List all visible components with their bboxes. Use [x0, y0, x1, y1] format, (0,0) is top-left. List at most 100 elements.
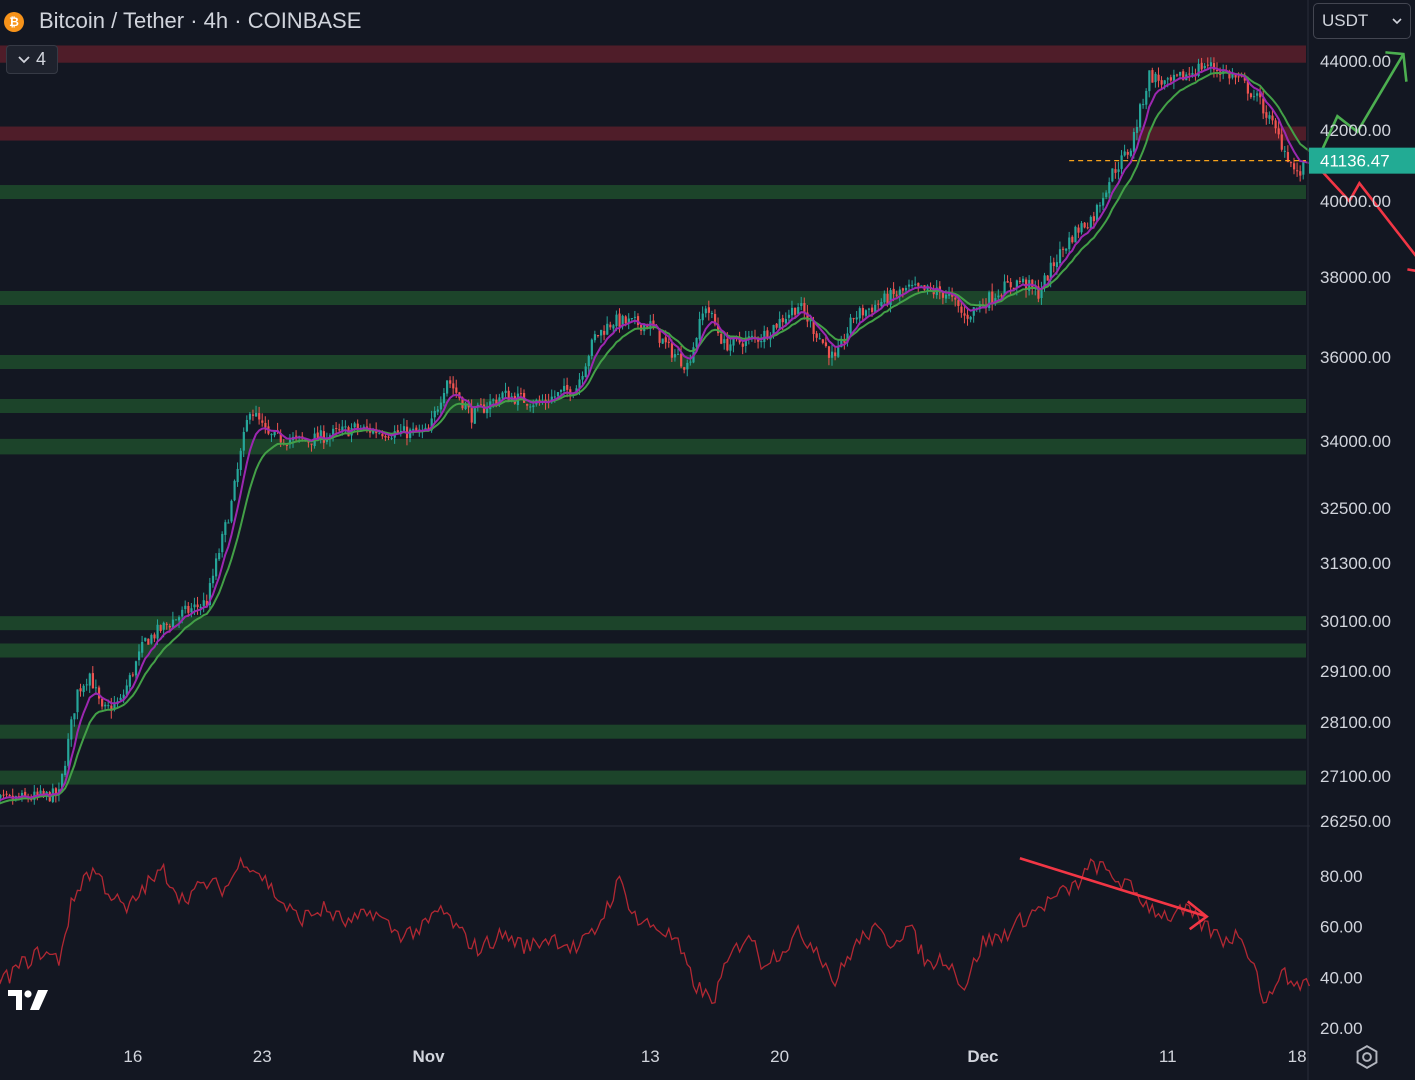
candle	[1089, 215, 1092, 230]
price-tick-label: 32500.00	[1320, 499, 1391, 518]
candle	[396, 424, 399, 434]
candle	[689, 354, 692, 366]
candle	[680, 345, 683, 369]
indicators-collapse-button[interactable]: 4	[6, 45, 58, 74]
tradingview-logo-icon[interactable]	[8, 988, 58, 1014]
candle	[621, 314, 624, 330]
price-tick-label: 34000.00	[1320, 432, 1391, 451]
candle	[1209, 57, 1213, 74]
candle	[322, 425, 325, 450]
candle	[710, 310, 714, 319]
candle	[1249, 92, 1253, 99]
candle	[67, 733, 70, 768]
candle	[1111, 168, 1114, 183]
rsi-divergence-arrowhead	[1186, 900, 1209, 931]
candle	[470, 399, 473, 429]
candle	[479, 398, 483, 406]
candle	[1126, 149, 1129, 159]
currency-selector[interactable]: USDT	[1313, 3, 1411, 39]
candle	[590, 338, 593, 360]
candle	[1098, 202, 1102, 213]
candle	[1216, 62, 1219, 78]
candle	[409, 427, 412, 443]
candle	[251, 409, 255, 421]
candle	[1271, 108, 1274, 125]
candle	[1117, 161, 1120, 180]
candle	[1148, 70, 1151, 98]
candle	[1265, 105, 1268, 125]
candle	[815, 330, 818, 342]
candle	[1142, 98, 1145, 109]
candle	[908, 279, 911, 292]
candle	[433, 406, 436, 423]
candle	[991, 283, 994, 311]
candle	[526, 403, 529, 410]
candle	[233, 479, 236, 502]
candle	[1062, 246, 1065, 258]
symbol-title[interactable]: Bitcoin / Tether · 4h · COINBASE	[39, 8, 362, 33]
support-zone	[0, 643, 1306, 658]
price-tick-label: 28100.00	[1320, 713, 1391, 732]
candle	[341, 419, 344, 436]
candle	[849, 313, 852, 337]
price-axis[interactable]: 44000.00 42000.00 40000.00 38000.00 36000.00…	[1309, 52, 1415, 831]
rsi-axis[interactable]: 80.00 60.00 40.00 20.00	[1320, 867, 1363, 1038]
candle	[1169, 74, 1172, 84]
gear-icon[interactable]	[1354, 1044, 1380, 1070]
candle	[205, 594, 208, 607]
candle	[824, 335, 828, 348]
support-zone	[0, 770, 1306, 785]
candle	[1157, 67, 1160, 88]
candle	[861, 304, 864, 321]
candle	[332, 424, 335, 442]
candle	[667, 337, 670, 348]
support-zone	[0, 438, 1306, 455]
candle	[892, 282, 895, 302]
candle	[1040, 281, 1043, 305]
rsi-divergence-arrow	[1019, 857, 1208, 918]
candle	[901, 287, 905, 298]
candle	[150, 633, 153, 645]
candle	[858, 306, 861, 325]
candle	[442, 388, 446, 407]
candle	[1086, 222, 1089, 230]
candle	[1296, 162, 1299, 177]
support-zone	[0, 724, 1306, 739]
candle	[609, 321, 612, 330]
bitcoin-icon: ₿	[4, 12, 24, 32]
support-zone	[0, 185, 1306, 200]
candle	[720, 332, 723, 345]
candle	[85, 678, 88, 691]
candle	[529, 403, 532, 412]
candle	[606, 316, 609, 336]
candle	[1006, 275, 1009, 283]
candle	[196, 596, 199, 615]
candle	[827, 345, 831, 366]
candle	[596, 334, 600, 338]
candle	[79, 683, 82, 697]
bullish-scenario-arrow	[1316, 53, 1405, 161]
candle	[1234, 73, 1237, 85]
candle	[338, 423, 341, 433]
price-tick-label: 38000.00	[1320, 268, 1391, 287]
candle	[1074, 225, 1077, 243]
candle	[153, 632, 156, 643]
candle	[436, 406, 439, 416]
candle	[877, 300, 880, 311]
candle	[1065, 248, 1068, 254]
rsi-tick-label: 60.00	[1320, 918, 1363, 937]
time-axis[interactable]: 16 23 Nov 13 20 Dec 11 18	[123, 1047, 1306, 1066]
candle	[224, 519, 227, 543]
price-tick-label: 29100.00	[1320, 662, 1391, 681]
candle	[658, 328, 661, 348]
current-price-label: 41136.47	[1320, 152, 1390, 171]
candle	[88, 672, 91, 693]
candle	[806, 305, 809, 328]
candle	[178, 615, 181, 628]
candle	[1135, 119, 1139, 141]
price-tick-label: 26250.00	[1320, 812, 1391, 831]
candle	[171, 611, 175, 629]
candle	[1175, 73, 1179, 78]
candle	[1077, 224, 1080, 239]
